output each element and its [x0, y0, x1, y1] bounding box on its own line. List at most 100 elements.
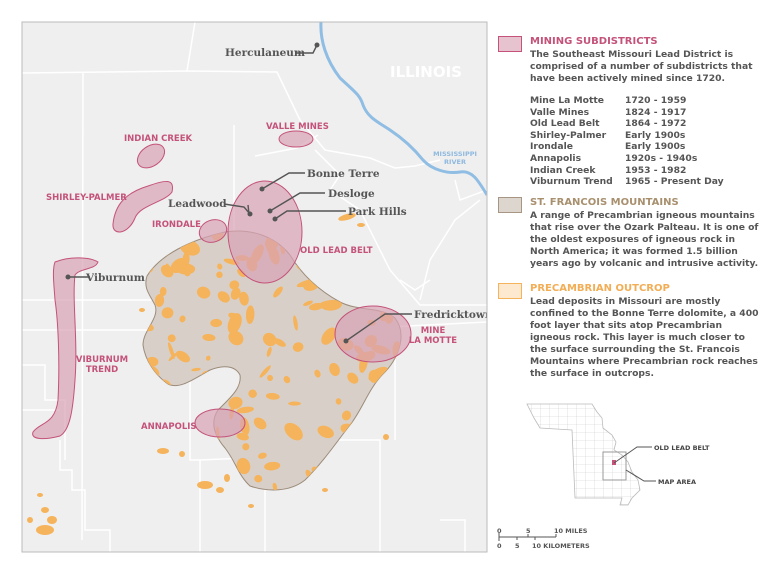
- label-irondale: IRONDALE: [152, 220, 201, 230]
- outcrop-patch: [168, 342, 175, 360]
- outcrop-patch: [248, 389, 257, 398]
- outcrop-patch: [335, 398, 342, 405]
- annapolis-area: [194, 408, 246, 438]
- outcrop-patch: [230, 287, 241, 300]
- scale-miles-10: 10 MILES: [554, 527, 588, 535]
- outcrop-patch: [321, 327, 337, 345]
- label-mine-la-motte-1: MINE: [421, 326, 446, 336]
- label-valle-mines: VALLE MINES: [266, 122, 329, 132]
- missouri-inset-map: OLD LEAD BELT MAP AREA: [526, 403, 710, 506]
- subdistrict-row: Old Lead Belt 1864 - 1972: [530, 118, 760, 130]
- town-viburnum: Viburnum: [85, 272, 145, 284]
- subdistrict-years: 1720 - 1959: [625, 95, 687, 106]
- subdistrict-years: 1920s - 1940s: [625, 152, 698, 164]
- scale-miles-5: 5: [526, 527, 531, 535]
- legend-body: The Southeast Missouri Lead District is …: [530, 49, 753, 84]
- legend-title: PRECAMBRIAN OUTCROP: [530, 283, 670, 294]
- outcrop-patch: [292, 342, 304, 352]
- town-fredricktown: Fredricktown: [414, 309, 493, 321]
- outcrop-patch: [242, 443, 250, 451]
- outcrop-patch: [245, 305, 255, 325]
- outcrop-patch: [161, 307, 174, 319]
- subdistrict-years: Early 1900s: [625, 141, 686, 153]
- subdistrict-row: Mine La Motte 1720 - 1959: [530, 95, 760, 107]
- outcrop-patch: [210, 318, 223, 328]
- outcrop-patch: [239, 291, 249, 306]
- scale-km-10: 10 KILOMETERS: [532, 542, 590, 550]
- subdistrict-name: Valle Mines: [530, 106, 590, 118]
- outcrop-patch: [159, 287, 167, 297]
- river-label-2: RIVER: [444, 158, 466, 166]
- outcrop-patch: [264, 461, 281, 471]
- mississippi-river: [319, 22, 487, 196]
- label-shirley-palmer: SHIRLEY-PALMER: [46, 193, 127, 203]
- label-indian-creek: INDIAN CREEK: [124, 134, 193, 144]
- town-leadwood: Leadwood: [168, 198, 227, 210]
- shirley-palmer-area: [112, 181, 174, 233]
- legend-body: A range of Precambrian igneous mountains…: [530, 210, 759, 269]
- outcrop-patch: [317, 425, 334, 439]
- legend-st-francois-mountains: ST. FRANCOIS MOUNTAINS A range of Precam…: [498, 197, 760, 270]
- town-park-hills: Park Hills: [348, 206, 407, 218]
- mining-subdistricts: [32, 130, 412, 440]
- outcrop-patch: [253, 417, 267, 430]
- legend-body: Lead deposits in Missouri are mostly con…: [530, 296, 759, 379]
- subdistrict-name: Shirley-Palmer: [530, 129, 607, 141]
- outcrop-patch: [293, 315, 298, 331]
- irondale-area: [198, 219, 228, 243]
- subdistrict-years: 1824 - 1917: [625, 106, 687, 118]
- subdistrict-name: Old Lead Belt: [530, 118, 600, 130]
- outcrop-patch: [229, 280, 240, 290]
- outcrop-patch: [314, 369, 321, 378]
- illinois-label: ILLINOIS: [390, 63, 462, 81]
- inset-old-lead-belt-label: OLD LEAD BELT: [654, 444, 710, 452]
- outcrop-patch: [196, 286, 211, 299]
- subdistrict-name: Irondale: [530, 141, 573, 153]
- outcrop-patch: [236, 432, 249, 441]
- label-mine-la-motte-2: LA MOTTE: [409, 336, 457, 346]
- mountains-swatch: [498, 197, 522, 213]
- subdistrict-table: Mine La Motte 1720 - 1959 Valle Mines 1824 …: [530, 95, 760, 188]
- outcrop-patch: [154, 294, 165, 307]
- old-lead-belt-area: [227, 180, 303, 284]
- town-markers: [68, 44, 412, 342]
- river-label-1: MISSISSIPPI: [433, 150, 477, 158]
- outcrop-patch: [368, 369, 382, 383]
- outcrop-patch: [303, 300, 313, 306]
- outcrop-patch: [273, 338, 286, 347]
- town-herculaneum: Herculaneum: [225, 47, 305, 59]
- outcrop-patch: [266, 346, 272, 357]
- subdistrict-name: Annapolis: [530, 152, 582, 164]
- outcrop-patch: [176, 263, 196, 275]
- outcrop-patch: [329, 362, 340, 377]
- outcrop-patch: [262, 332, 277, 347]
- county-lines: [22, 22, 487, 552]
- map-frame: [21, 21, 488, 553]
- mining-swatch: [498, 36, 522, 52]
- outcrop-patch: [288, 401, 301, 406]
- outcrop-patch: [228, 396, 243, 409]
- outcrop-patch: [347, 372, 359, 384]
- scale-bar: 0 5 10 MILES 0 5 10 KILOMETERS: [497, 527, 590, 550]
- subdistrict-row: Indian Creek 1953 - 1982: [530, 165, 760, 177]
- scale-km-5: 5: [515, 542, 520, 550]
- subdistrict-years: 1965 - Present Day: [625, 176, 724, 188]
- inset-map-area-label: MAP AREA: [658, 478, 696, 486]
- subdistrict-name: Viburnum Trend: [530, 176, 613, 188]
- label-old-lead-belt: OLD LEAD BELT: [300, 246, 373, 256]
- label-viburnum-trend-2: TREND: [86, 365, 118, 375]
- valle-mines-area: [278, 130, 314, 148]
- outcrop-patch: [237, 268, 246, 278]
- outcrop-patch: [217, 263, 223, 270]
- map-area-box: [602, 451, 627, 481]
- subdistrict-name: Mine La Motte: [530, 95, 604, 106]
- outcrop-patch: [179, 315, 186, 323]
- subdistrict-row: Valle Mines 1824 - 1917: [530, 107, 760, 119]
- label-annapolis: ANNAPOLIS: [141, 422, 197, 432]
- outcrop-patch: [227, 313, 242, 334]
- outcrop-swatch: [498, 283, 522, 299]
- viburnum-trend-area: [32, 257, 99, 440]
- subdistrict-name: Indian Creek: [530, 164, 596, 176]
- outcrop-patch: [341, 410, 352, 421]
